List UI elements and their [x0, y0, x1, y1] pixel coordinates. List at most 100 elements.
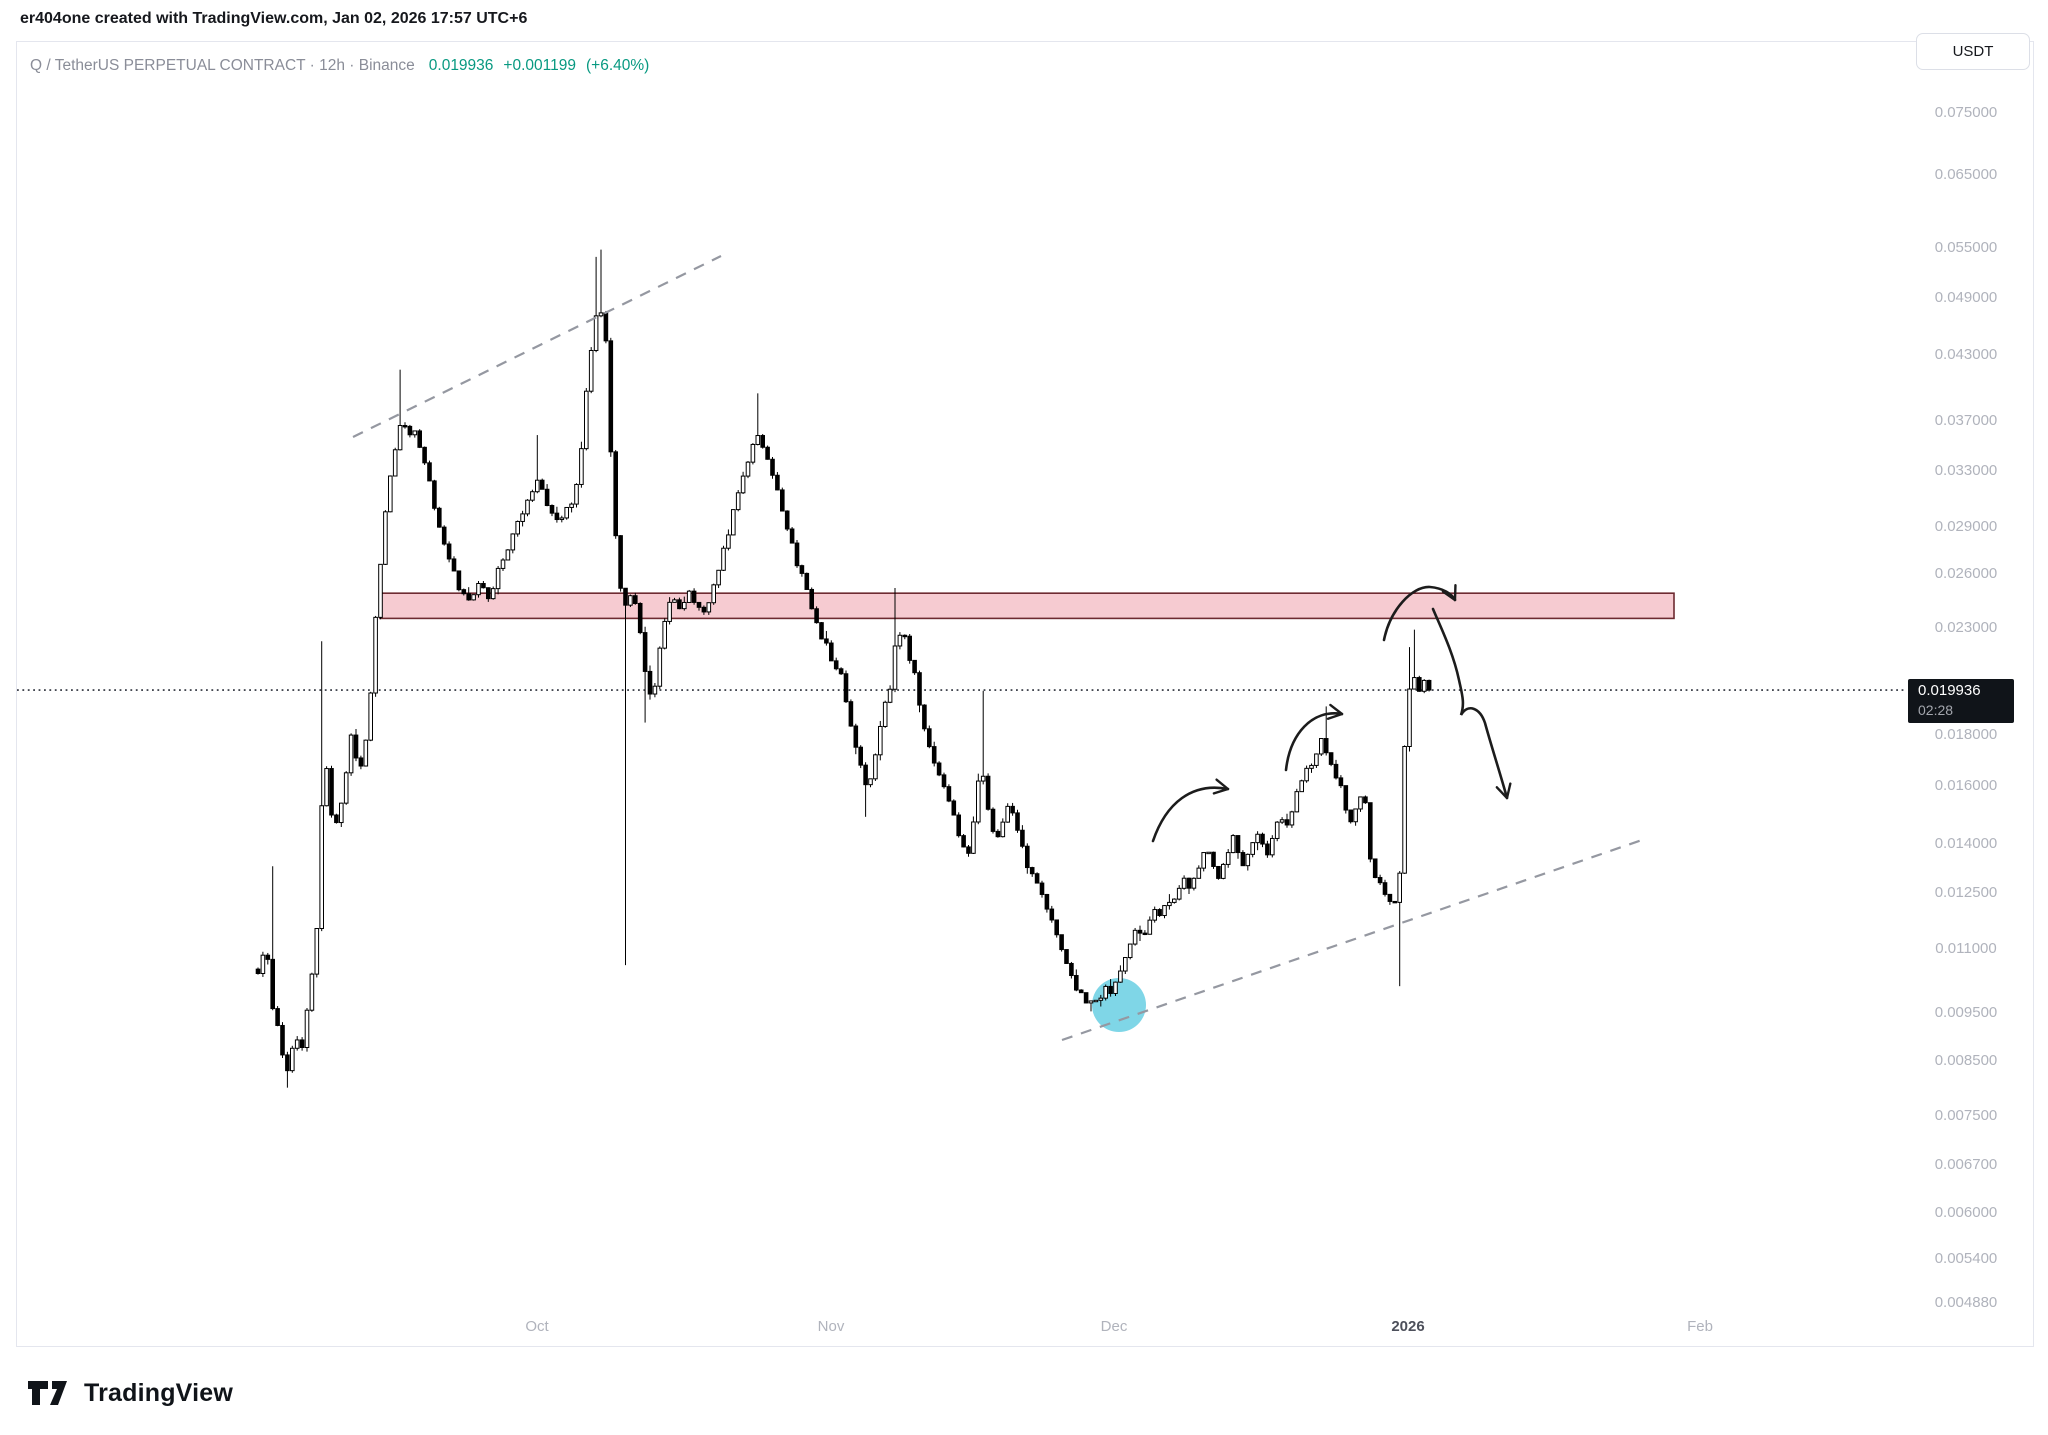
attribution-text: er404one created with TradingView.com, J… — [20, 10, 528, 27]
candle-body — [1034, 873, 1040, 884]
candle-body — [515, 520, 521, 535]
candle-body — [539, 479, 545, 490]
candle-body — [745, 461, 751, 477]
candle-body — [397, 425, 403, 451]
candle-body — [912, 659, 917, 674]
candle-body — [946, 786, 952, 802]
currency-toggle-button[interactable]: USDT — [1916, 33, 2030, 70]
candle-body — [422, 446, 427, 464]
candle-body — [976, 780, 981, 823]
candle-body — [388, 475, 393, 513]
candle-body — [956, 814, 962, 837]
candle-body — [1255, 833, 1260, 844]
candle-body — [1319, 738, 1324, 755]
candle-body — [931, 746, 937, 764]
candle-body — [466, 593, 471, 601]
time-tick-oct: Oct — [525, 1318, 549, 1335]
price-tick: 0.005400 — [1934, 1249, 1998, 1267]
candle-body — [657, 647, 663, 687]
candle-body — [1417, 677, 1422, 692]
candle-body — [309, 973, 315, 1011]
candle-body — [1088, 1000, 1094, 1004]
candle-body — [1245, 853, 1251, 867]
candle-body — [623, 587, 628, 606]
price-tick: 0.008500 — [1934, 1052, 1998, 1070]
candle-body — [819, 622, 824, 640]
candle-body — [280, 1024, 285, 1056]
candle-body — [451, 558, 457, 572]
candle-body — [569, 503, 574, 508]
candle-body — [260, 954, 266, 975]
candle-body — [1074, 975, 1079, 991]
candle-body — [971, 821, 976, 854]
price-tick: 0.029000 — [1934, 517, 1998, 535]
candle-body — [255, 968, 261, 975]
candle-body — [995, 830, 1001, 838]
candle-body — [1039, 882, 1045, 895]
candle-body — [1147, 919, 1153, 935]
candle-body — [348, 734, 354, 774]
candle-body — [1020, 829, 1025, 847]
candle-body — [1294, 791, 1300, 813]
candle-body — [882, 701, 888, 727]
candle-body — [353, 734, 359, 759]
candle-body — [711, 584, 717, 604]
candle-body — [902, 634, 908, 638]
candle-body — [961, 835, 966, 848]
candle-body — [446, 543, 452, 560]
candle-body — [1387, 893, 1393, 902]
price-tick: 0.055000 — [1934, 239, 1998, 257]
candle-body — [476, 582, 481, 596]
candle-body — [378, 563, 383, 618]
candle-body — [373, 616, 378, 694]
price-tick: 0.037000 — [1934, 411, 1998, 429]
symbol-title[interactable]: Q / TetherUS PERPETUAL CONTRACT · 12h · … — [30, 57, 415, 74]
candle-body — [1172, 898, 1177, 903]
candle-body — [1353, 808, 1358, 823]
candle-body — [868, 778, 873, 786]
candle-body — [1152, 909, 1158, 921]
candle-body — [682, 601, 687, 610]
candle-body — [314, 928, 320, 975]
candle-body — [471, 594, 476, 601]
candle-body — [584, 390, 589, 450]
candle-body — [887, 688, 893, 703]
candle-body — [740, 475, 746, 494]
candle-body — [407, 425, 413, 436]
candle-body — [1132, 929, 1138, 945]
candle-body — [1191, 877, 1197, 889]
candle-body — [853, 725, 859, 748]
bottom-highlight-circle — [1092, 978, 1146, 1032]
candle-body — [1348, 809, 1354, 823]
candle-body — [402, 425, 408, 428]
annotation-arrow — [1151, 778, 1230, 843]
candle-body — [1005, 805, 1011, 823]
candle-body — [1412, 677, 1417, 690]
candle-body — [1108, 985, 1113, 994]
candle-body — [593, 315, 599, 351]
price-tick: 0.026000 — [1934, 565, 1998, 583]
price-tick: 0.012500 — [1934, 884, 1998, 902]
candle-body — [750, 443, 756, 463]
candle-body — [1225, 852, 1231, 865]
candle-body — [775, 474, 780, 491]
candle-body — [1338, 777, 1344, 787]
candle-body — [1103, 985, 1109, 999]
candle-body — [294, 1039, 300, 1049]
candle-body — [432, 480, 437, 509]
candle-body — [598, 312, 604, 317]
candle-body — [824, 638, 829, 644]
candle-body — [1323, 738, 1329, 754]
candle-body — [637, 602, 643, 634]
price-change-pct-text: (+6.40%) — [585, 57, 650, 74]
candle-body — [544, 488, 550, 507]
candle-body — [1206, 851, 1211, 855]
time-tick-2026: 2026 — [1391, 1318, 1425, 1335]
candle-body — [603, 312, 609, 342]
candle-body — [1044, 893, 1050, 910]
candle-body — [760, 435, 766, 448]
tradingview-watermark[interactable]: TradingView — [27, 1378, 233, 1408]
candle-body — [1064, 949, 1069, 964]
price-tick: 0.006000 — [1934, 1203, 1998, 1221]
